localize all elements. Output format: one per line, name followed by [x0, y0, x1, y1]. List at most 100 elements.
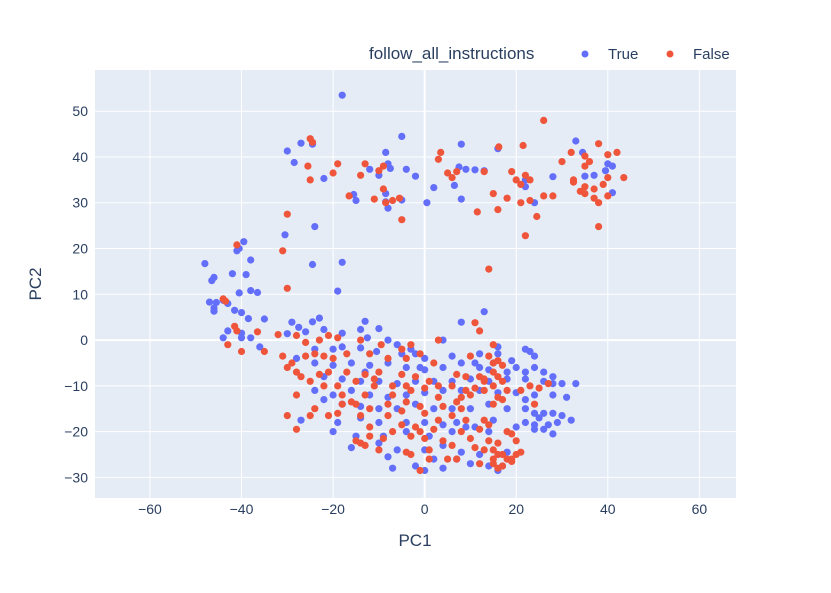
data-point[interactable] [304, 162, 312, 170]
data-point[interactable] [244, 315, 252, 323]
data-point[interactable] [366, 350, 374, 358]
data-point[interactable] [517, 448, 525, 456]
data-point[interactable] [517, 180, 525, 188]
data-point[interactable] [462, 386, 470, 394]
data-point[interactable] [338, 391, 346, 399]
data-point[interactable] [290, 158, 298, 167]
data-point[interactable] [338, 329, 346, 337]
data-point[interactable] [379, 162, 387, 170]
data-point[interactable] [384, 400, 392, 408]
data-point[interactable] [208, 277, 216, 285]
data-point[interactable] [439, 421, 447, 429]
data-point[interactable] [347, 398, 355, 406]
data-point[interactable] [601, 167, 610, 175]
data-point[interactable] [329, 428, 337, 436]
data-point[interactable] [324, 368, 333, 376]
data-point[interactable] [343, 368, 351, 376]
data-point[interactable] [485, 352, 493, 360]
data-point[interactable] [283, 330, 291, 338]
data-point[interactable] [407, 386, 415, 394]
data-point[interactable] [389, 196, 397, 205]
data-point[interactable] [439, 363, 447, 372]
data-point[interactable] [237, 309, 246, 317]
data-point[interactable] [595, 140, 603, 148]
data-point[interactable] [283, 210, 291, 218]
data-point[interactable] [308, 138, 317, 146]
data-point[interactable] [563, 393, 571, 401]
data-point[interactable] [498, 377, 507, 385]
data-point[interactable] [411, 172, 420, 180]
data-point[interactable] [324, 331, 333, 340]
data-point[interactable] [512, 363, 520, 372]
data-point[interactable] [334, 409, 342, 417]
data-point[interactable] [306, 176, 314, 184]
data-point[interactable] [421, 384, 429, 392]
data-point[interactable] [489, 190, 497, 198]
data-point[interactable] [581, 172, 589, 180]
data-point[interactable] [453, 455, 461, 463]
data-point[interactable] [247, 256, 255, 264]
data-point[interactable] [476, 460, 484, 468]
data-point[interactable] [334, 287, 342, 295]
data-point[interactable] [549, 192, 557, 200]
data-point[interactable] [595, 223, 603, 231]
data-point[interactable] [416, 402, 424, 410]
data-point[interactable] [453, 398, 461, 406]
data-point[interactable] [476, 350, 484, 358]
data-point[interactable] [540, 368, 548, 376]
data-point[interactable] [260, 347, 268, 356]
data-point[interactable] [292, 425, 301, 433]
data-point[interactable] [421, 418, 429, 427]
data-point[interactable] [453, 418, 461, 427]
data-point[interactable] [373, 347, 381, 356]
data-point[interactable] [382, 199, 390, 207]
data-point[interactable] [581, 183, 589, 191]
data-point[interactable] [329, 345, 337, 353]
data-point[interactable] [485, 428, 493, 436]
data-point[interactable] [471, 166, 479, 174]
data-point[interactable] [508, 457, 516, 465]
data-point[interactable] [395, 194, 404, 202]
data-point[interactable] [558, 158, 566, 166]
data-point[interactable] [384, 453, 392, 461]
data-point[interactable] [279, 247, 287, 255]
data-point[interactable] [434, 393, 442, 401]
data-point[interactable] [476, 363, 484, 372]
data-point[interactable] [228, 270, 236, 278]
data-point[interactable] [448, 405, 456, 413]
data-point[interactable] [219, 334, 227, 342]
data-point[interactable] [375, 446, 383, 454]
data-point[interactable] [411, 373, 420, 381]
data-point[interactable] [308, 318, 317, 326]
data-point[interactable] [457, 195, 465, 203]
data-point[interactable] [366, 423, 374, 431]
data-point[interactable] [476, 425, 484, 433]
data-point[interactable] [283, 412, 291, 420]
data-point[interactable] [558, 412, 566, 420]
data-point[interactable] [471, 359, 479, 367]
data-point[interactable] [558, 380, 566, 388]
data-point[interactable] [439, 386, 447, 394]
data-point[interactable] [457, 140, 465, 148]
data-point[interactable] [311, 223, 319, 231]
data-point[interactable] [247, 334, 255, 342]
data-point[interactable] [457, 318, 465, 326]
data-point[interactable] [283, 363, 291, 372]
data-point[interactable] [357, 336, 365, 344]
data-point[interactable] [450, 181, 458, 189]
data-point[interactable] [352, 196, 360, 205]
data-point[interactable] [613, 148, 621, 156]
data-point[interactable] [476, 327, 484, 335]
data-point[interactable] [308, 260, 317, 269]
data-point[interactable] [233, 241, 241, 249]
data-point[interactable] [345, 192, 353, 200]
data-point[interactable] [297, 416, 305, 424]
data-point[interactable] [389, 464, 397, 472]
data-point[interactable] [430, 425, 438, 433]
data-point[interactable] [512, 437, 520, 445]
data-point[interactable] [544, 380, 552, 388]
data-point[interactable] [553, 418, 562, 427]
data-point[interactable] [320, 382, 328, 390]
data-point[interactable] [535, 384, 543, 392]
data-point[interactable] [519, 141, 527, 150]
